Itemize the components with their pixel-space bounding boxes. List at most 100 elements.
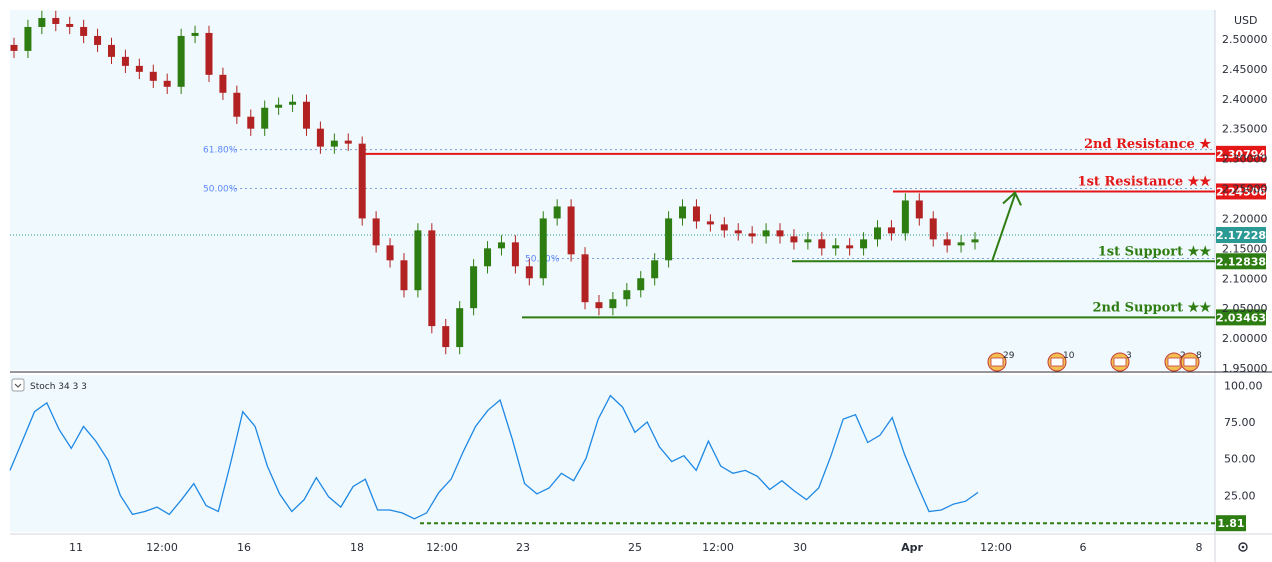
time-tick-label: 23 [516,541,530,554]
level-label: 2nd Resistance ★ [1084,137,1211,152]
candle-body [205,32,213,75]
gear-icon[interactable] [1238,542,1248,552]
candle-body [595,302,603,309]
price-tick-label: 2.05000 [1222,302,1268,315]
candle [484,241,492,274]
candle-body [456,308,464,348]
stoch-tick-label: 50.00 [1224,453,1256,466]
candle [804,232,812,250]
level-price-value: 2.12838 [1216,255,1266,268]
us-flag-icon[interactable]: 29 [987,351,1015,372]
price-tick-label: 2.30000 [1222,153,1268,166]
candle [149,64,157,88]
candle-body [846,245,854,249]
candle-body [107,44,115,57]
level-label: 1st Resistance ★★ [1078,174,1212,189]
candle [497,235,505,256]
current-price-value: 2.17228 [1216,229,1266,242]
candle [539,211,547,286]
candle [929,211,937,247]
candle-body [748,233,756,237]
candle [957,235,965,253]
candle-body [66,23,74,27]
time-tick-label: 6 [1080,541,1087,554]
candle-body [442,326,450,348]
candle-body [915,200,923,219]
price-tick-label: 2.00000 [1222,332,1268,345]
candle [525,259,533,286]
time-tick-label: 12:00 [426,541,458,554]
level-price-tag [1216,183,1266,200]
time-tick-label: 16 [237,541,251,554]
candle [289,94,297,112]
candle [581,247,589,310]
candle-body [567,206,575,255]
currency-label: USD [1234,14,1258,27]
candle [163,73,171,94]
candle [818,232,826,256]
candle [567,199,575,262]
candle-body [386,245,394,261]
stoch-tick-label: 100.00 [1224,379,1263,392]
time-tick-label: 8 [1196,541,1203,554]
candle [623,283,631,307]
badge-flag [990,357,1004,367]
candle [233,85,241,124]
candle [943,232,951,253]
candle [637,271,645,298]
us-flag-icon[interactable]: 10 [1047,351,1075,372]
candle [275,97,283,115]
candle-body [776,230,784,237]
candle [205,25,213,83]
candle-body [177,35,185,87]
chevron-down-icon[interactable] [11,378,25,392]
candle [66,16,74,35]
candle-body [38,17,46,27]
candle-body [247,116,255,129]
stoch-threshold-tag [1216,515,1246,532]
candle [80,19,88,44]
candle-body [734,230,742,234]
candle-body [289,101,297,105]
candle-body [860,239,868,249]
stoch-pane[interactable] [10,375,1215,532]
candle [219,67,227,100]
projection-arrow [991,194,1016,262]
candle [874,220,882,247]
candle [887,220,895,241]
candle-body [692,206,700,222]
candle [860,232,868,256]
candle [52,10,60,32]
candle [400,253,408,298]
candle [135,58,143,80]
level-price-value: 2.24506 [1216,185,1266,198]
candle-body [400,260,408,291]
candle-body [358,143,366,219]
candle-body [470,266,478,309]
level-price-tag [1216,253,1266,270]
candle [247,109,255,136]
candle [470,259,478,316]
candle [302,94,310,136]
candle [358,136,366,226]
candle-body [372,218,380,246]
candle [10,37,18,59]
candle [790,229,798,250]
us-flag-icon[interactable]: 8 [1180,351,1202,372]
candle-body [790,236,798,243]
candle [511,235,519,274]
price-tick-label: 2.15000 [1222,242,1268,255]
candle-body [525,266,533,279]
time-tick-label: 25 [628,541,642,554]
price-tick-label: 2.25000 [1222,183,1268,196]
candle-body [10,44,18,51]
us-flag-icon[interactable]: 3 [1110,351,1132,372]
price-pane[interactable] [10,10,1215,370]
stoch-tick-label: 75.00 [1224,416,1256,429]
candle-body [637,278,645,291]
candle-body [233,92,241,117]
time-tick-label: 12:00 [146,541,178,554]
badge-count: 10 [1063,351,1075,361]
candle [38,10,46,35]
